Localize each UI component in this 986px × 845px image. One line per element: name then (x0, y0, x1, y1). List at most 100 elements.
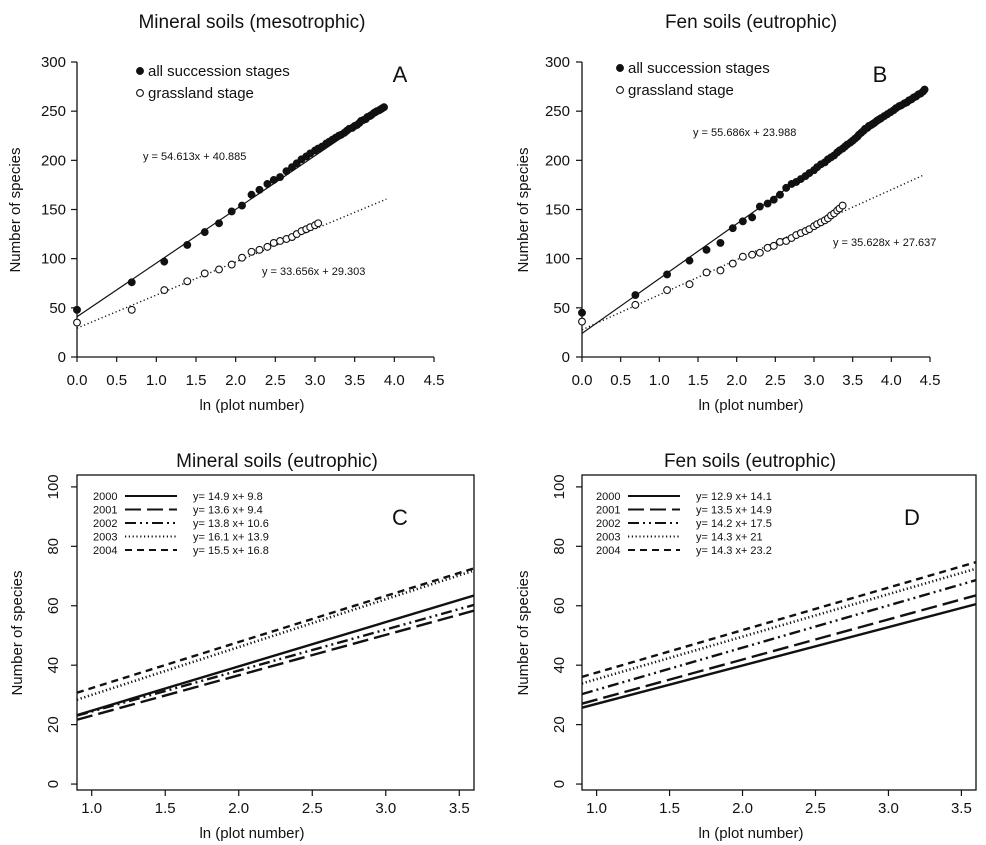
y-tick-label: 40 (551, 657, 568, 674)
x-tick-label: 2.5 (302, 800, 323, 817)
data-point (738, 217, 747, 226)
x-axis-label: ln (plot number) (698, 825, 803, 842)
x-tick-label: 0.5 (610, 372, 631, 389)
x-tick-label: 3.0 (804, 372, 825, 389)
chart-title: Fen soils (eutrophic) (664, 451, 836, 472)
x-tick-label: 3.0 (305, 372, 326, 389)
data-point (702, 245, 711, 254)
year-line (582, 578, 976, 696)
legend-equation: y= 14.2 x+ 17.5 (696, 518, 772, 530)
x-axis-label: ln (plot number) (199, 825, 304, 842)
fit-equation: y = 33.656x + 29.303 (262, 266, 365, 278)
data-point (227, 260, 236, 269)
legend-year: 2002 (93, 518, 117, 530)
year-line (582, 560, 976, 679)
data-point (276, 237, 285, 245)
x-tick-label: 2.0 (228, 800, 249, 817)
legend-equation: y= 16.1 x+ 13.9 (193, 532, 269, 544)
y-axis-label: Number of species (7, 147, 24, 272)
data-point (748, 250, 757, 259)
x-tick-label: 1.5 (155, 800, 176, 817)
data-point (238, 201, 246, 210)
x-tick-label: 3.5 (449, 800, 470, 817)
data-point (769, 241, 778, 250)
y-tick-label: 250 (41, 103, 66, 120)
x-tick-label: 2.5 (265, 372, 286, 389)
legend-marker (616, 64, 624, 72)
data-point (127, 305, 136, 314)
chart-panel-a: Mineral soils (mesotrophic) A 0.0 0.5 1.0 1.5… (7, 12, 444, 414)
data-point (183, 277, 192, 286)
y-tick-label: 0 (551, 780, 568, 788)
x-tick-label: 0.0 (572, 372, 593, 389)
y-axis-label: Number of species (515, 147, 532, 272)
y-tick-label: 150 (41, 202, 66, 219)
x-tick-label: 2.0 (726, 372, 747, 389)
y-tick-label: 0 (45, 780, 62, 788)
data-point (728, 224, 737, 233)
y-tick-label: 300 (41, 54, 66, 71)
data-point (380, 103, 388, 112)
data-point (782, 183, 791, 192)
y-tick-label: 150 (545, 202, 570, 219)
data-point (73, 305, 81, 314)
x-tick-label: 4.0 (881, 372, 902, 389)
y-axis-label: Number of species (515, 570, 532, 695)
data-point (702, 268, 711, 277)
data-point (748, 213, 757, 222)
data-point (183, 240, 192, 249)
data-point (728, 259, 737, 268)
data-point (716, 238, 725, 247)
x-tick-label: 1.5 (688, 372, 709, 389)
data-point (263, 242, 272, 251)
data-point (73, 318, 81, 327)
legend-label: all succession stages (148, 63, 290, 80)
data-point (769, 195, 778, 204)
data-point (238, 253, 246, 262)
legend-year: 2001 (596, 505, 620, 517)
data-point (247, 190, 256, 199)
data-point (160, 286, 169, 295)
y-tick-label: 200 (545, 152, 570, 169)
plot-frame (581, 474, 977, 791)
data-point (663, 270, 672, 279)
data-point (755, 248, 764, 257)
x-tick-label: 0.0 (67, 372, 88, 389)
data-point (215, 219, 223, 228)
y-tick-label: 250 (545, 103, 570, 120)
x-tick-label: 1.0 (649, 372, 670, 389)
legend-marker (136, 67, 144, 75)
legend-label: grassland stage (148, 85, 254, 102)
chart-title: Mineral soils (eutrophic) (176, 451, 378, 472)
y-tick-label: 60 (45, 597, 62, 614)
legend-year: 2004 (596, 545, 620, 557)
data-point (578, 308, 586, 317)
fit-equation: y = 55.686x + 23.988 (693, 127, 796, 139)
y-tick-label: 20 (551, 716, 568, 733)
x-axis-label: ln (plot number) (199, 397, 304, 414)
x-tick-label: 3.5 (951, 800, 972, 817)
chart-panel-c: Mineral soils (eutrophic) C 1.0 1.5 2.0 2.5 3.… (9, 451, 475, 842)
legend-equation: y= 14.9 x+ 9.8 (193, 491, 263, 503)
y-axis-label: Number of species (9, 570, 26, 695)
x-tick-label: 2.5 (805, 800, 826, 817)
fit-equation: y = 54.613x + 40.885 (143, 151, 246, 163)
data-point (282, 167, 291, 176)
y-tick-label: 100 (45, 474, 62, 499)
panel-label: A (393, 62, 408, 87)
y-tick-label: 20 (45, 716, 62, 733)
data-point (255, 245, 264, 254)
x-tick-label: 4.0 (384, 372, 405, 389)
data-point (263, 179, 272, 188)
data-point (269, 176, 278, 184)
y-tick-label: 0 (58, 349, 66, 366)
x-tick-label: 3.0 (878, 800, 899, 817)
x-tick-label: 3.0 (375, 800, 396, 817)
data-point (255, 185, 264, 194)
data-point (685, 280, 694, 289)
legend-year: 2000 (596, 491, 620, 503)
y-tick-label: 0 (562, 349, 570, 366)
y-tick-label: 100 (545, 251, 570, 268)
x-tick-label: 1.5 (659, 800, 680, 817)
